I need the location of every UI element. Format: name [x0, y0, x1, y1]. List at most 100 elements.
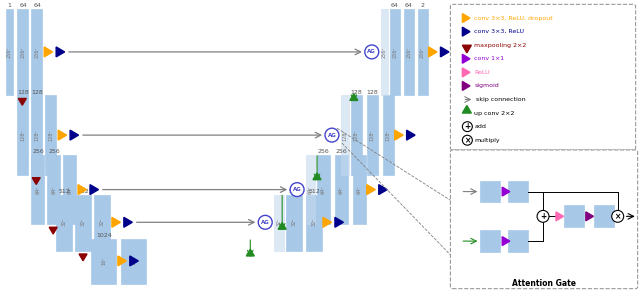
Text: 32²: 32²: [81, 218, 86, 227]
Text: 256²: 256²: [35, 46, 40, 58]
Bar: [47, 155, 60, 224]
Circle shape: [612, 210, 623, 222]
Bar: [317, 155, 330, 224]
Polygon shape: [350, 94, 358, 100]
FancyBboxPatch shape: [451, 4, 636, 150]
Text: conv 3×3, ReLU, dropout: conv 3×3, ReLU, dropout: [474, 16, 553, 21]
Text: 256²: 256²: [392, 46, 397, 58]
Text: add: add: [474, 124, 486, 129]
Text: 256²: 256²: [420, 46, 425, 58]
Text: 128²: 128²: [342, 130, 348, 141]
Polygon shape: [556, 212, 564, 221]
Bar: [91, 239, 116, 284]
Text: 128: 128: [31, 89, 43, 94]
Bar: [56, 195, 72, 251]
Polygon shape: [32, 178, 40, 184]
Text: up conv 2×2: up conv 2×2: [474, 111, 515, 116]
Text: 256: 256: [33, 149, 44, 154]
Polygon shape: [379, 185, 387, 195]
Circle shape: [537, 210, 549, 222]
Text: 2: 2: [420, 3, 424, 8]
Polygon shape: [462, 45, 471, 53]
Polygon shape: [90, 185, 99, 195]
Text: 64²: 64²: [339, 186, 344, 194]
Text: AG: AG: [261, 220, 269, 225]
Text: 64: 64: [19, 3, 28, 8]
Circle shape: [462, 122, 472, 132]
Text: 256: 256: [317, 149, 330, 154]
Polygon shape: [78, 185, 86, 195]
Polygon shape: [335, 217, 344, 227]
Text: 128²: 128²: [49, 130, 54, 141]
Bar: [45, 96, 56, 175]
Bar: [351, 96, 362, 175]
Polygon shape: [586, 212, 593, 221]
Polygon shape: [58, 130, 67, 140]
Text: 128: 128: [17, 89, 29, 94]
Circle shape: [325, 128, 339, 142]
Bar: [274, 195, 284, 251]
Text: 256²: 256²: [7, 46, 12, 58]
Bar: [63, 155, 76, 224]
Text: 64²: 64²: [68, 186, 72, 194]
Text: 512: 512: [308, 189, 320, 194]
Polygon shape: [79, 254, 87, 261]
Text: 128²: 128²: [386, 130, 390, 141]
Text: ×: ×: [464, 136, 470, 145]
Text: conv 3×3, ReLU: conv 3×3, ReLU: [474, 29, 524, 34]
Text: 128²: 128²: [20, 130, 26, 141]
Text: 512: 512: [77, 189, 89, 194]
Polygon shape: [49, 227, 57, 234]
Polygon shape: [19, 99, 26, 105]
FancyBboxPatch shape: [451, 150, 637, 289]
Text: Attention Gate: Attention Gate: [512, 279, 576, 288]
Bar: [404, 9, 413, 96]
Text: skip connection: skip connection: [476, 97, 526, 102]
Bar: [341, 96, 349, 175]
Circle shape: [259, 215, 272, 229]
Text: 64: 64: [391, 3, 399, 8]
Polygon shape: [462, 81, 470, 90]
Polygon shape: [406, 130, 415, 140]
Bar: [390, 9, 399, 96]
Circle shape: [462, 135, 472, 145]
Text: 128²: 128²: [354, 130, 359, 141]
Text: AG: AG: [367, 49, 376, 54]
Text: 256: 256: [335, 149, 348, 154]
Text: AG: AG: [292, 187, 301, 192]
Bar: [480, 230, 500, 252]
Text: 16²: 16²: [102, 257, 106, 265]
Text: AG: AG: [328, 133, 337, 138]
Text: 64²: 64²: [357, 186, 362, 194]
Text: 256: 256: [48, 149, 60, 154]
Text: 64: 64: [33, 3, 41, 8]
Text: 512: 512: [288, 189, 300, 194]
Polygon shape: [112, 217, 120, 227]
Bar: [121, 239, 146, 284]
Polygon shape: [502, 237, 510, 245]
Bar: [353, 155, 366, 224]
Circle shape: [365, 45, 379, 59]
Bar: [306, 155, 315, 224]
Polygon shape: [278, 222, 286, 229]
Bar: [381, 9, 388, 96]
Text: 128²: 128²: [35, 130, 40, 141]
Polygon shape: [462, 14, 470, 22]
Bar: [17, 96, 28, 175]
Text: 64²: 64²: [308, 186, 313, 194]
Text: 64²: 64²: [36, 186, 41, 194]
Text: 1024: 1024: [96, 233, 112, 238]
Text: 512: 512: [58, 189, 70, 194]
Bar: [594, 205, 614, 227]
Text: +: +: [464, 122, 470, 131]
Polygon shape: [395, 130, 403, 140]
Text: sigmoid: sigmoid: [474, 83, 499, 88]
Bar: [31, 96, 42, 175]
Polygon shape: [118, 256, 126, 266]
Polygon shape: [452, 48, 459, 56]
Polygon shape: [462, 54, 470, 63]
Circle shape: [290, 183, 304, 196]
Bar: [31, 9, 42, 96]
Text: 32²: 32²: [292, 218, 296, 227]
Bar: [94, 195, 110, 251]
